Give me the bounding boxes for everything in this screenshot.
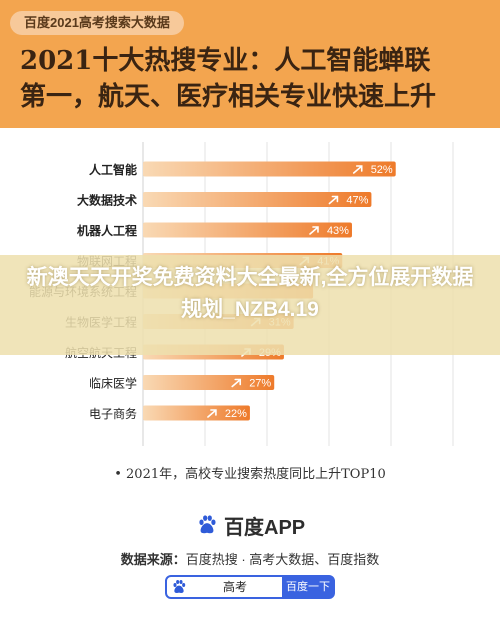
app-name: 百度APP [224, 516, 306, 539]
trend-up-icon [207, 409, 217, 418]
trend-up-icon [352, 165, 363, 174]
search-input[interactable]: 高考 [223, 580, 248, 594]
source-label: 数据来源： [120, 552, 186, 567]
header-banner: 百度2021高考搜索大数据 2021十大热搜专业：人工智能蝉联 第一，航天、医疗… [0, 0, 500, 128]
value-label: 27% [249, 378, 271, 390]
search-button[interactable]: 百度一下 [282, 576, 334, 598]
trend-up-icon [328, 195, 339, 205]
category-label: 机器人工程 [77, 223, 137, 238]
trend-up-icon [309, 226, 319, 235]
source-value: 百度热搜 · 高考大数据、百度指数 [185, 552, 380, 567]
bar [143, 161, 396, 177]
value-label: 43% [327, 225, 349, 237]
baidu-paw-icon [199, 515, 216, 534]
bar [143, 192, 372, 207]
bar [143, 375, 275, 390]
page-title: 2021十大热搜专业：人工智能蝉联 第一，航天、医疗相关专业快速上升 [20, 46, 437, 112]
header-tag: 百度2021高考搜索大数据 [10, 11, 184, 35]
app-logo: 百度APP [196, 510, 305, 540]
category-label: 人工智能 [89, 162, 137, 177]
value-label: 22% [225, 408, 247, 420]
overlay-text: 新澳天天开奖免费资料大全最新,全方位展开数据规划_NZB4.19 [26, 266, 474, 321]
data-source: 数据来源：百度热搜 · 高考大数据、百度指数 [0, 549, 500, 568]
value-label: 47% [346, 195, 368, 207]
search-box[interactable]: 高考 百度一下 [165, 575, 335, 599]
overlay-banner [0, 255, 500, 355]
category-label: 大数据技术 [77, 193, 137, 208]
value-label: 52% [371, 164, 393, 176]
baidu-paw-icon [173, 580, 186, 593]
category-label: 临床医学 [89, 376, 137, 391]
chart-footnote: • 2021年，高校专业搜索热度同比上升TOP10 [114, 467, 386, 482]
category-label: 电子商务 [89, 406, 137, 421]
bar [143, 405, 250, 421]
bar [143, 222, 352, 238]
trend-up-icon [231, 378, 242, 388]
